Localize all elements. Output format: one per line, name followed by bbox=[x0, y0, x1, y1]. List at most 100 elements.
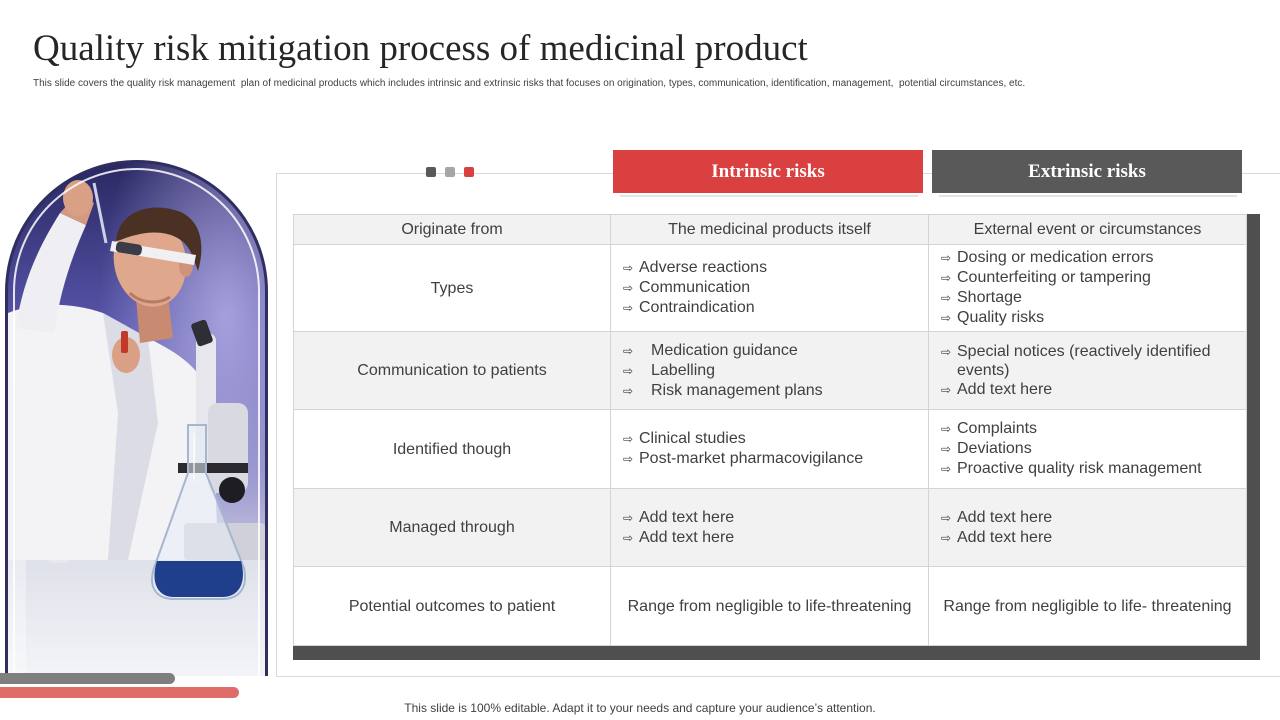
arrow-right-icon: ⇨ bbox=[941, 462, 952, 476]
intrinsic-risks-header: Intrinsic risks bbox=[613, 150, 923, 193]
extrinsic-risks-header: Extrinsic risks bbox=[932, 150, 1242, 193]
arrow-right-icon: ⇨ bbox=[623, 432, 634, 446]
list-item: ⇨ Shortage bbox=[941, 288, 1234, 308]
slide-subtitle: This slide covers the quality risk manag… bbox=[33, 78, 1026, 89]
intrinsic-cell: ⇨ Medication guidance ⇨ Labelling ⇨ Risk ma… bbox=[610, 331, 929, 410]
list-item: ⇨ Deviations bbox=[941, 439, 1234, 459]
row-label: Communication to patients bbox=[293, 331, 611, 410]
slide-footer: This slide is 100% editable. Adapt it to… bbox=[404, 701, 876, 715]
list-item-text: Counterfeiting or tampering bbox=[957, 269, 1151, 286]
table-header-row: Originate from The medicinal products it… bbox=[293, 214, 1247, 245]
column-header-origin: Originate from bbox=[293, 214, 611, 245]
intrinsic-outcome-text: Range from negligible to life-threatenin… bbox=[610, 566, 929, 646]
row-label: Types bbox=[293, 244, 611, 332]
arrow-right-icon: ⇨ bbox=[941, 311, 952, 325]
extrinsic-cell: ⇨ Add text here ⇨ Add text here bbox=[928, 488, 1247, 567]
list-item-text: Risk management plans bbox=[651, 381, 823, 399]
extrinsic-header-underline bbox=[939, 195, 1237, 197]
list-item-text: Communication bbox=[639, 279, 751, 296]
list-item: ⇨ Add text here bbox=[941, 528, 1234, 548]
decorative-bar-red bbox=[0, 687, 239, 698]
table-row: Identified though ⇨ Clinical studies ⇨ Pos… bbox=[293, 409, 1247, 489]
list-item-text: Proactive quality risk management bbox=[957, 460, 1202, 477]
row-label: Managed through bbox=[293, 488, 611, 567]
list-item: ⇨ Clinical studies bbox=[623, 429, 916, 449]
list-item: ⇨ Add text here bbox=[623, 528, 916, 548]
arrow-right-icon: ⇨ bbox=[941, 422, 952, 436]
intrinsic-cell: ⇨ Add text here ⇨ Add text here bbox=[610, 488, 929, 567]
slide-title: Quality risk mitigation process of medic… bbox=[33, 28, 808, 69]
list-item-text: Deviations bbox=[957, 440, 1032, 457]
risk-table: Originate from The medicinal products it… bbox=[293, 214, 1247, 646]
list-item: ⇨ Complaints bbox=[941, 419, 1234, 439]
list-item-text: Medication guidance bbox=[651, 341, 798, 359]
arrow-right-icon: ⇨ bbox=[941, 271, 952, 285]
extrinsic-cell: ⇨ Special notices (reactively identified … bbox=[928, 331, 1247, 410]
arrow-right-icon: ⇨ bbox=[941, 442, 952, 456]
list-item: ⇨ Special notices (reactively identified … bbox=[941, 342, 1234, 380]
pager-dots bbox=[426, 167, 474, 177]
list-item: ⇨ Quality risks bbox=[941, 308, 1234, 328]
extrinsic-cell: ⇨ Complaints ⇨ Deviations ⇨ Proactive quali… bbox=[928, 409, 1247, 489]
list-item: ⇨ Counterfeiting or tampering bbox=[941, 268, 1234, 288]
arrow-right-icon: ⇨ bbox=[623, 281, 634, 295]
scientist-photo-frame bbox=[5, 160, 268, 676]
extrinsic-outcome-text: Range from negligible to life- threateni… bbox=[928, 566, 1247, 646]
arrow-right-icon: ⇨ bbox=[941, 344, 952, 359]
list-item: ⇨ Add text here bbox=[941, 380, 1234, 400]
table-row: Potential outcomes to patient Range from… bbox=[293, 566, 1247, 646]
arrow-right-icon: ⇨ bbox=[941, 510, 952, 525]
arrow-right-icon: ⇨ bbox=[623, 452, 634, 466]
column-header-extrinsic: External event or circumstances bbox=[928, 214, 1247, 245]
list-item-text: Add text here bbox=[957, 508, 1053, 526]
gray-square-icon bbox=[445, 167, 455, 177]
list-item-text: Special notices (reactively identified e… bbox=[957, 342, 1211, 379]
list-item: ⇨ Medication guidance bbox=[623, 341, 916, 361]
intrinsic-cell: ⇨ Adverse reactions ⇨ Communication ⇨ Contr… bbox=[610, 244, 929, 332]
list-item-text: Clinical studies bbox=[639, 430, 746, 447]
list-item-text: Shortage bbox=[957, 289, 1022, 306]
list-item-text: Quality risks bbox=[957, 309, 1045, 326]
list-item: ⇨ Adverse reactions bbox=[623, 258, 916, 278]
list-item: ⇨ Proactive quality risk management bbox=[941, 459, 1234, 479]
list-item-text: Add text here bbox=[957, 528, 1053, 546]
arrow-right-icon: ⇨ bbox=[623, 363, 634, 378]
list-item-text: Add text here bbox=[639, 528, 735, 546]
dark-square-icon bbox=[426, 167, 436, 177]
arrow-right-icon: ⇨ bbox=[941, 382, 952, 397]
list-item: ⇨ Post-market pharmacovigilance bbox=[623, 449, 916, 469]
row-label: Identified though bbox=[293, 409, 611, 489]
intrinsic-header-underline bbox=[620, 195, 918, 197]
arrow-right-icon: ⇨ bbox=[941, 251, 952, 265]
arrow-right-icon: ⇨ bbox=[623, 510, 634, 525]
row-label: Potential outcomes to patient bbox=[293, 566, 611, 646]
arrow-right-icon: ⇨ bbox=[623, 261, 634, 275]
list-item-text: Labelling bbox=[651, 361, 716, 379]
table-row: Managed through ⇨ Add text here ⇨ Add text… bbox=[293, 488, 1247, 567]
list-item: ⇨ Labelling bbox=[623, 361, 916, 381]
list-item: ⇨ Dosing or medication errors bbox=[941, 248, 1234, 268]
list-item: ⇨ Contraindication bbox=[623, 298, 916, 318]
arrow-right-icon: ⇨ bbox=[623, 383, 634, 398]
arrow-right-icon: ⇨ bbox=[623, 301, 634, 315]
table-row: Communication to patients ⇨ Medication gu… bbox=[293, 331, 1247, 410]
arch-inner-outline bbox=[13, 168, 260, 676]
list-item: ⇨ Communication bbox=[623, 278, 916, 298]
decorative-bar-gray bbox=[0, 673, 175, 684]
arrow-right-icon: ⇨ bbox=[623, 343, 634, 358]
table-row: Types ⇨ Adverse reactions ⇨ Communication … bbox=[293, 244, 1247, 332]
list-item-text: Complaints bbox=[957, 420, 1038, 437]
intrinsic-cell: ⇨ Clinical studies ⇨ Post-market pharmacov… bbox=[610, 409, 929, 489]
extrinsic-cell: ⇨ Dosing or medication errors ⇨ Counterfei… bbox=[928, 244, 1247, 332]
list-item: ⇨ Add text here bbox=[623, 508, 916, 528]
red-square-icon bbox=[464, 167, 474, 177]
arrow-right-icon: ⇨ bbox=[941, 291, 952, 305]
arrow-right-icon: ⇨ bbox=[623, 530, 634, 545]
list-item: ⇨ Add text here bbox=[941, 508, 1234, 528]
list-item-text: Add text here bbox=[957, 380, 1053, 398]
list-item: ⇨ Risk management plans bbox=[623, 381, 916, 401]
list-item-text: Adverse reactions bbox=[639, 259, 768, 276]
column-header-intrinsic: The medicinal products itself bbox=[610, 214, 929, 245]
list-item-text: Dosing or medication errors bbox=[957, 249, 1154, 266]
list-item-text: Post-market pharmacovigilance bbox=[639, 450, 864, 467]
